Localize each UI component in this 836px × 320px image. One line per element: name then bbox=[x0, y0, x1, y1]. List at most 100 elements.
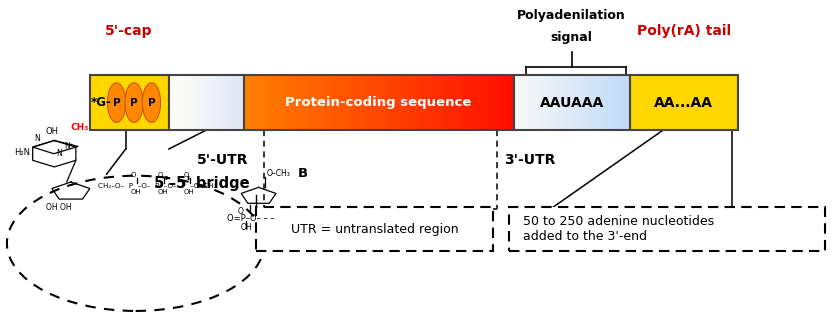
Bar bbox=[180, 75, 183, 130]
Bar bbox=[537, 75, 541, 130]
Bar bbox=[463, 75, 468, 130]
Bar bbox=[328, 75, 333, 130]
Bar bbox=[618, 75, 622, 130]
Bar bbox=[473, 75, 478, 130]
Bar bbox=[274, 75, 279, 130]
Text: OH: OH bbox=[240, 223, 252, 232]
Bar bbox=[182, 75, 185, 130]
Bar bbox=[171, 75, 173, 130]
Bar bbox=[219, 75, 222, 130]
Bar bbox=[456, 75, 461, 130]
Bar bbox=[395, 75, 400, 130]
Bar bbox=[238, 75, 241, 130]
Bar bbox=[359, 75, 364, 130]
Bar bbox=[419, 75, 424, 130]
Bar bbox=[199, 75, 201, 130]
Text: Polyadenilation: Polyadenilation bbox=[517, 9, 626, 22]
Bar bbox=[178, 75, 181, 130]
Bar bbox=[232, 75, 235, 130]
Bar bbox=[574, 75, 579, 130]
Bar bbox=[412, 75, 417, 130]
Ellipse shape bbox=[107, 83, 125, 123]
Bar bbox=[90, 75, 169, 130]
Bar bbox=[294, 75, 299, 130]
Bar bbox=[572, 75, 575, 130]
Bar bbox=[551, 75, 555, 130]
Bar bbox=[324, 75, 329, 130]
Bar bbox=[281, 75, 286, 130]
Bar bbox=[247, 75, 252, 130]
Bar bbox=[278, 75, 283, 130]
Bar bbox=[229, 75, 232, 130]
Bar bbox=[606, 75, 610, 130]
Text: Poly(rA) tail: Poly(rA) tail bbox=[637, 24, 731, 38]
Bar bbox=[439, 75, 444, 130]
Bar bbox=[627, 75, 630, 130]
Bar bbox=[227, 75, 230, 130]
Bar bbox=[480, 75, 485, 130]
Bar bbox=[284, 75, 289, 130]
Bar bbox=[331, 75, 336, 130]
Bar bbox=[214, 75, 217, 130]
Bar bbox=[206, 75, 209, 130]
Text: P: P bbox=[113, 98, 120, 108]
Text: N: N bbox=[56, 149, 62, 158]
Bar bbox=[257, 75, 263, 130]
Bar bbox=[624, 75, 628, 130]
Bar bbox=[375, 75, 380, 130]
Bar bbox=[243, 75, 513, 130]
Text: B: B bbox=[298, 167, 308, 180]
Bar bbox=[291, 75, 296, 130]
Bar bbox=[422, 75, 427, 130]
Bar bbox=[264, 75, 269, 130]
Text: OH OH: OH OH bbox=[46, 203, 72, 212]
Bar bbox=[507, 75, 512, 130]
Text: O=P–O– – –: O=P–O– – – bbox=[227, 214, 274, 223]
Text: N: N bbox=[34, 133, 40, 142]
Bar bbox=[268, 75, 273, 130]
Bar bbox=[429, 75, 434, 130]
Bar bbox=[432, 75, 437, 130]
Bar bbox=[580, 75, 584, 130]
Ellipse shape bbox=[142, 83, 161, 123]
Bar bbox=[487, 75, 492, 130]
Bar bbox=[186, 75, 188, 130]
Bar bbox=[415, 75, 421, 130]
Bar bbox=[589, 75, 593, 130]
Bar bbox=[517, 75, 520, 130]
Text: CH₃: CH₃ bbox=[71, 123, 89, 132]
Text: O: O bbox=[184, 172, 189, 178]
Bar bbox=[234, 75, 237, 130]
Bar bbox=[497, 75, 502, 130]
Bar bbox=[545, 75, 549, 130]
Bar bbox=[254, 75, 259, 130]
Bar bbox=[225, 75, 227, 130]
Bar bbox=[426, 75, 431, 130]
Text: OH: OH bbox=[184, 189, 195, 195]
Bar bbox=[392, 75, 397, 130]
Bar bbox=[500, 75, 505, 130]
Bar bbox=[399, 75, 404, 130]
Text: O: O bbox=[237, 207, 243, 216]
Text: signal: signal bbox=[551, 31, 593, 44]
Bar bbox=[193, 75, 196, 130]
Bar bbox=[566, 75, 569, 130]
Text: O: O bbox=[157, 172, 163, 178]
Bar bbox=[334, 75, 339, 130]
Bar bbox=[355, 75, 360, 130]
Bar bbox=[201, 75, 203, 130]
Bar bbox=[362, 75, 367, 130]
Bar bbox=[197, 75, 200, 130]
Bar bbox=[548, 75, 552, 130]
Bar bbox=[176, 75, 179, 130]
Bar bbox=[477, 75, 482, 130]
Bar bbox=[621, 75, 624, 130]
Text: O–CH₃: O–CH₃ bbox=[267, 169, 291, 178]
Text: *G-: *G- bbox=[90, 96, 111, 109]
Bar bbox=[405, 75, 410, 130]
Bar bbox=[184, 75, 186, 130]
Bar bbox=[298, 75, 303, 130]
Bar bbox=[321, 75, 326, 130]
Bar bbox=[190, 75, 192, 130]
Text: H₂N: H₂N bbox=[14, 148, 30, 156]
